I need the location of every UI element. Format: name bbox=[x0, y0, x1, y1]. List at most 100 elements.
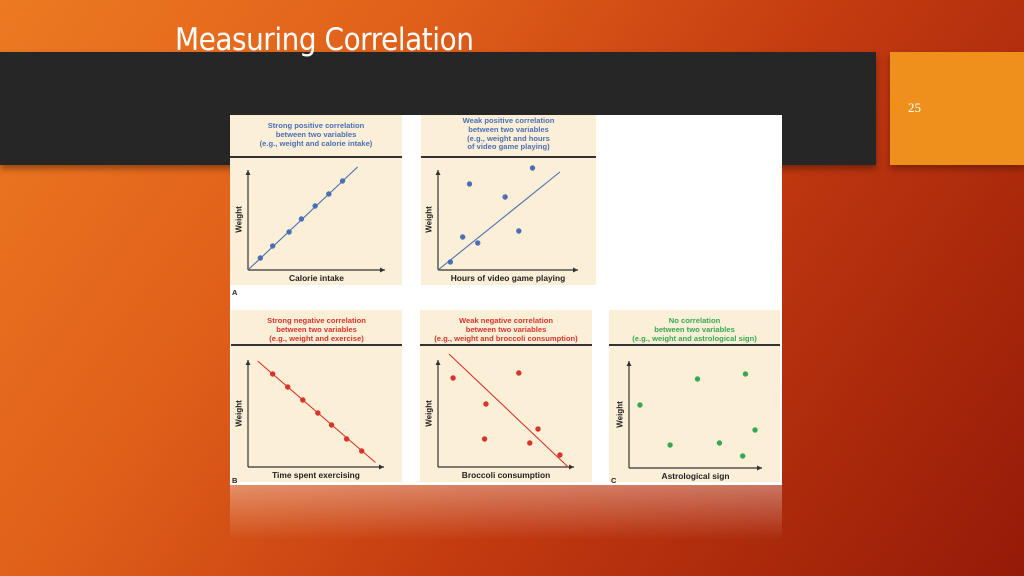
chart-title-line: Strong positive correlation bbox=[267, 121, 365, 130]
data-point bbox=[483, 401, 489, 407]
data-point bbox=[667, 442, 673, 448]
x-axis-label: Broccoli consumption bbox=[461, 470, 551, 480]
data-point bbox=[637, 402, 643, 408]
data-point bbox=[716, 440, 723, 446]
x-axis-arrow bbox=[573, 267, 578, 273]
data-point bbox=[694, 376, 701, 382]
data-point bbox=[527, 440, 533, 446]
data-point bbox=[312, 203, 318, 209]
x-axis-label: Time spent exercising bbox=[272, 470, 360, 480]
data-point bbox=[359, 448, 365, 454]
chart-title-line: between two variables bbox=[276, 324, 357, 334]
chart-title-line: (e.g., weight and broccoli consumption) bbox=[434, 333, 578, 343]
header-divider bbox=[420, 344, 592, 346]
y-axis-arrow bbox=[245, 170, 251, 175]
header-divider bbox=[609, 344, 780, 346]
data-point bbox=[328, 422, 335, 428]
chart-title-line: Weak positive correlation bbox=[462, 116, 555, 125]
data-point bbox=[450, 375, 456, 381]
panel-letter: B bbox=[232, 476, 238, 485]
y-axis-arrow bbox=[245, 360, 251, 365]
data-point bbox=[740, 453, 746, 459]
chart-title-line: Strong negative correlation bbox=[267, 316, 366, 325]
y-axis-arrow bbox=[435, 170, 441, 175]
y-axis-label: Weight bbox=[424, 399, 434, 427]
data-point bbox=[516, 370, 522, 376]
x-axis-label: Hours of video game playing bbox=[450, 273, 566, 283]
chart-title-line: between two variables bbox=[468, 124, 549, 134]
panel-letter: C bbox=[611, 476, 617, 485]
figure-reflection bbox=[230, 485, 782, 540]
chart-title-line: Weak negative correlation bbox=[459, 316, 553, 325]
data-point bbox=[269, 243, 276, 249]
x-axis-arrow bbox=[569, 464, 574, 470]
trend-line bbox=[437, 171, 561, 271]
data-point bbox=[557, 452, 563, 458]
chart-title-line: between two variables bbox=[465, 324, 547, 334]
data-point bbox=[502, 194, 508, 200]
slide-number: 25 bbox=[908, 100, 921, 115]
scatter-plot bbox=[435, 353, 574, 470]
data-point bbox=[459, 234, 466, 240]
slide-title: Measuring Correlation bbox=[175, 22, 474, 58]
data-point bbox=[529, 165, 536, 171]
chart-title-line: between two variables bbox=[275, 129, 357, 139]
chart-title: Strong negative correlation between two v… bbox=[231, 316, 402, 343]
data-point bbox=[286, 229, 292, 235]
x-axis-arrow bbox=[757, 465, 762, 471]
scatter-plot bbox=[245, 166, 385, 273]
data-point bbox=[742, 371, 749, 377]
scatter-panel: Strong negative correlation between two v… bbox=[231, 310, 402, 482]
chart-title: Strong positive correlation between two v… bbox=[230, 121, 402, 148]
header-divider bbox=[421, 156, 596, 158]
chart-title-line: of video game playing) bbox=[467, 142, 550, 152]
y-axis-label: Weight bbox=[234, 206, 244, 233]
data-point bbox=[315, 410, 321, 416]
scatter-plot bbox=[626, 361, 762, 471]
trend-line bbox=[448, 353, 569, 468]
data-point bbox=[516, 228, 522, 234]
scatter-plot bbox=[245, 360, 384, 470]
header-divider bbox=[231, 344, 402, 346]
scatter-panel: No correlation between two variables (e.g.… bbox=[609, 310, 780, 482]
x-axis-arrow bbox=[379, 464, 384, 470]
data-point bbox=[481, 436, 488, 442]
slide-number-box: 25 bbox=[890, 52, 1024, 165]
chart-title-line: between two variables bbox=[654, 324, 735, 334]
data-point bbox=[285, 384, 291, 390]
chart-title: Weak positive correlation between two var… bbox=[421, 116, 596, 152]
data-point bbox=[300, 397, 306, 403]
x-axis-arrow bbox=[380, 267, 385, 273]
x-axis-label: Calorie intake bbox=[289, 273, 344, 283]
x-axis-label: Astrological sign bbox=[661, 471, 730, 481]
y-axis-arrow bbox=[626, 361, 632, 366]
correlation-figure: Strong positive correlation between two v… bbox=[230, 115, 782, 485]
data-point bbox=[339, 178, 346, 184]
data-point bbox=[535, 426, 541, 432]
chart-title-line: (e.g., weight and hours bbox=[467, 133, 550, 143]
scatter-panel: Strong positive correlation between two v… bbox=[230, 115, 402, 285]
chart-title: No correlation between two variables (e.g.… bbox=[609, 316, 780, 343]
scatter-panel: Weak negative correlation between two var… bbox=[420, 310, 592, 482]
chart-title-line: (e.g., weight and exercise) bbox=[269, 333, 364, 343]
y-axis-label: Weight bbox=[234, 399, 244, 427]
data-point bbox=[466, 181, 473, 187]
scatter-plot bbox=[435, 165, 578, 273]
scatter-panel: Weak positive correlation between two var… bbox=[421, 115, 596, 285]
data-point bbox=[752, 427, 758, 433]
header-divider bbox=[230, 156, 402, 158]
data-point bbox=[447, 259, 454, 265]
data-point bbox=[257, 255, 264, 261]
y-axis-label: Weight bbox=[424, 206, 434, 233]
panel-letter: A bbox=[232, 288, 238, 297]
chart-title-line: (e.g., weight and calorie intake) bbox=[259, 138, 373, 148]
data-point bbox=[298, 216, 305, 222]
chart-title-line: (e.g., weight and astrological sign) bbox=[632, 333, 757, 343]
data-point bbox=[343, 436, 350, 442]
data-point bbox=[269, 371, 276, 377]
data-point bbox=[475, 240, 481, 246]
y-axis-arrow bbox=[435, 360, 441, 365]
chart-title-line: No correlation bbox=[668, 316, 721, 325]
chart-title: Weak negative correlation between two var… bbox=[420, 316, 592, 343]
y-axis-label: Weight bbox=[615, 400, 625, 428]
